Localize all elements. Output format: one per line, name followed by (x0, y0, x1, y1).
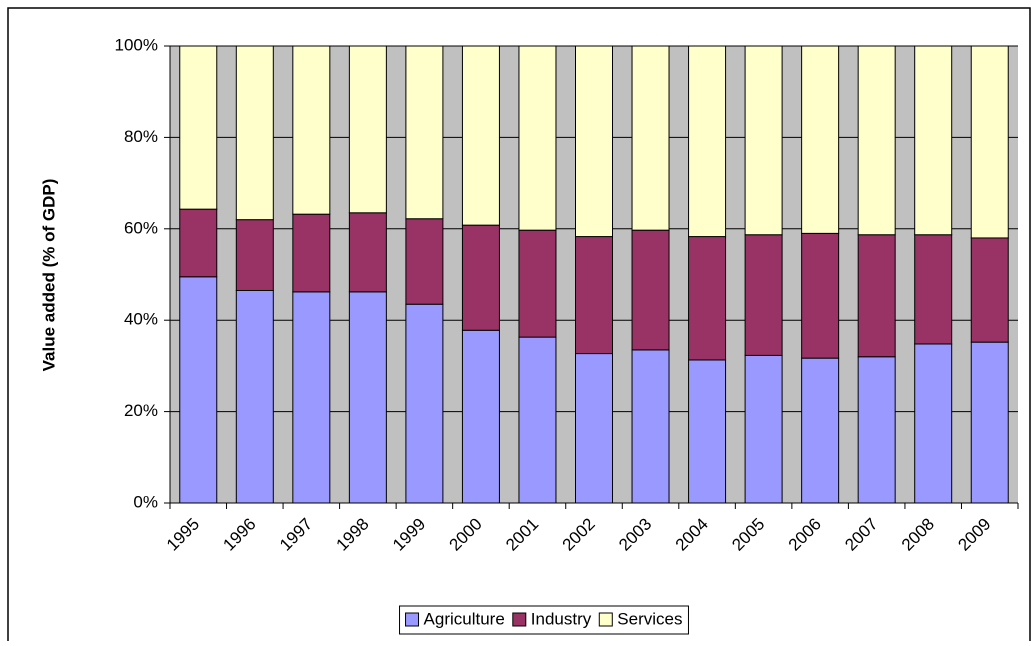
bar-segment (970, 237, 1009, 343)
bar-segment (405, 303, 444, 504)
bar-segment (235, 219, 274, 291)
bar-segment (461, 329, 500, 504)
bar-segment (688, 359, 727, 504)
bar-segment (857, 234, 896, 358)
bar-segment (575, 353, 613, 504)
bar-segment (801, 357, 840, 504)
bar-segment (348, 45, 387, 214)
bar-segment (179, 45, 218, 210)
bar-segment (801, 45, 840, 234)
bar-segment (235, 289, 274, 504)
legend-label: Services (617, 609, 682, 628)
y-axis-title: Value added (% of GDP) (39, 179, 58, 372)
y-tick-label: 60% (124, 218, 158, 237)
bar-segment (292, 291, 331, 504)
bar-segment (857, 356, 896, 504)
y-tick-label: 0% (133, 492, 158, 511)
y-tick-label: 100% (115, 35, 158, 54)
bar-segment (461, 224, 500, 331)
bar-segment (744, 354, 783, 504)
y-tick-label: 80% (124, 127, 158, 146)
bar-segment (518, 45, 557, 231)
bar-segment (518, 336, 557, 504)
bar-segment (179, 276, 218, 504)
legend-label: Agriculture (424, 609, 505, 628)
bar-segment (857, 45, 896, 236)
legend-swatch (405, 612, 420, 627)
bar-segment (405, 218, 444, 305)
bar-segment (575, 236, 613, 355)
bar-segment (688, 236, 727, 361)
legend-box (399, 605, 689, 635)
y-tick-label: 40% (124, 310, 158, 329)
legend-label: Industry (531, 609, 592, 628)
bar-segment (970, 341, 1009, 504)
bar-segment (518, 229, 557, 338)
bar-segment (348, 212, 387, 293)
bar-segment (631, 349, 670, 504)
bar-segment (914, 234, 953, 345)
legend: Agriculture Industry Services (399, 605, 689, 635)
y-tick-label: 20% (124, 401, 158, 420)
legend-swatch (598, 612, 613, 627)
bar-segment (631, 45, 670, 231)
bar-segment (970, 45, 1009, 239)
bar-segment (914, 343, 953, 504)
bar-segment (744, 45, 783, 236)
bar-segment (914, 45, 953, 236)
bar-segment (575, 45, 613, 238)
bar-segment (292, 213, 331, 293)
bar-segment (179, 208, 218, 278)
bar-segment (235, 45, 274, 221)
bar-segment (631, 229, 670, 351)
bar-segment (405, 45, 444, 220)
legend-swatch (512, 612, 527, 627)
bar-segment (292, 45, 331, 215)
bar-segment (688, 45, 727, 238)
bar-segment (744, 234, 783, 356)
bar-segment (801, 232, 840, 359)
bar-segment (348, 291, 387, 504)
bar-segment (461, 45, 500, 226)
